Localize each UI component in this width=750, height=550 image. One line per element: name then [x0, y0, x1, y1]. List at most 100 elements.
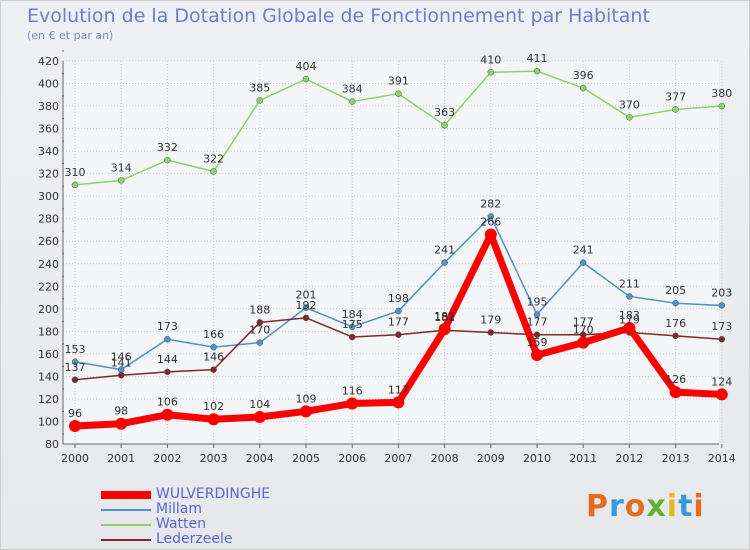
- data-point-watten: [71, 181, 79, 189]
- data-label-watten: 380: [711, 87, 732, 100]
- x-tick-label: 2008: [431, 452, 459, 465]
- logo-letter: o: [624, 489, 647, 524]
- data-point-millam: [626, 293, 633, 300]
- x-tick-label: 2001: [107, 452, 135, 465]
- x-tick-label: 2013: [662, 452, 690, 465]
- proxiti-logo: Proxiti: [586, 489, 705, 524]
- data-point-millam: [441, 259, 448, 266]
- data-point-lederzeele: [348, 333, 356, 341]
- data-point-millam: [672, 299, 679, 307]
- x-tick-label: 2000: [61, 452, 89, 465]
- data-label-watten: 314: [111, 161, 132, 174]
- data-point-wulverdinghe: [623, 321, 636, 334]
- y-tick-label: 200: [38, 303, 59, 316]
- data-point-wulverdinghe: [346, 397, 359, 410]
- legend-swatch: [101, 509, 151, 511]
- data-label-wulverdinghe: 117: [388, 383, 409, 396]
- data-label-wulverdinghe: 183: [619, 309, 640, 322]
- x-tick-label: 2010: [523, 452, 551, 465]
- data-label-watten: 310: [65, 166, 86, 179]
- x-tick-label: 2012: [615, 452, 643, 465]
- data-label-millam: 241: [573, 244, 594, 257]
- y-tick-label: 140: [38, 370, 59, 383]
- data-point-watten: [533, 67, 541, 75]
- y-tick-label: 260: [38, 235, 59, 248]
- data-point-millam: [395, 307, 402, 315]
- logo-letter: x: [646, 489, 667, 524]
- data-point-lederzeele: [718, 335, 726, 343]
- data-label-watten: 322: [203, 152, 224, 165]
- data-point-watten: [210, 168, 217, 175]
- y-tick-label: 380: [38, 100, 59, 113]
- data-label-lederzeele: 137: [65, 361, 86, 374]
- data-label-lederzeele: 146: [203, 351, 224, 364]
- data-point-lederzeele: [672, 332, 679, 340]
- data-label-lederzeele: 179: [480, 313, 501, 326]
- x-tick-label: 2003: [200, 452, 228, 465]
- x-tick-label: 2014: [708, 452, 736, 465]
- y-tick-label: 280: [38, 213, 59, 226]
- legend-swatch: [101, 539, 151, 541]
- legend-label: Millam: [156, 501, 202, 517]
- logo-letter: t: [678, 489, 694, 524]
- data-point-millam: [718, 302, 726, 309]
- y-tick-label: 300: [38, 190, 59, 203]
- data-label-watten: 404: [296, 60, 317, 73]
- data-point-lederzeele: [256, 319, 264, 326]
- data-label-watten: 410: [480, 53, 501, 66]
- data-label-wulverdinghe: 98: [114, 405, 128, 418]
- data-point-watten: [579, 84, 587, 92]
- data-point-watten: [626, 114, 633, 121]
- plot-area: [63, 61, 719, 444]
- data-label-watten: 363: [434, 106, 455, 119]
- logo-letter: P: [586, 489, 609, 524]
- data-label-wulverdinghe: 106: [157, 396, 178, 409]
- y-tick-label: 160: [38, 348, 59, 361]
- data-label-lederzeele: 181: [434, 311, 455, 324]
- data-label-wulverdinghe: 170: [573, 324, 594, 337]
- data-label-wulverdinghe: 266: [480, 215, 501, 228]
- data-point-watten: [348, 98, 356, 105]
- chart-subtitle: (en € et par an): [27, 29, 114, 42]
- y-tick-label: 80: [45, 438, 59, 451]
- data-label-watten: 411: [527, 52, 548, 65]
- data-point-lederzeele: [395, 331, 402, 338]
- data-point-lederzeele: [302, 314, 310, 322]
- data-point-watten: [256, 97, 264, 104]
- data-label-wulverdinghe: 116: [342, 384, 363, 397]
- data-label-wulverdinghe: 96: [68, 407, 82, 420]
- x-tick-label: 2004: [246, 452, 274, 465]
- data-label-millam: 153: [65, 343, 86, 356]
- data-label-millam: 184: [342, 308, 363, 321]
- data-label-watten: 396: [573, 69, 594, 82]
- data-point-wulverdinghe: [69, 419, 81, 432]
- data-point-millam: [164, 335, 171, 343]
- x-tick-label: 2005: [292, 452, 320, 465]
- data-label-millam: 173: [157, 320, 178, 333]
- y-tick-label: 240: [38, 258, 59, 271]
- data-point-lederzeele: [533, 331, 541, 338]
- data-label-millam: 241: [434, 244, 455, 257]
- data-point-millam: [256, 339, 264, 346]
- data-point-lederzeele: [487, 329, 495, 336]
- legend-label: Lederzeele: [156, 531, 233, 547]
- data-label-wulverdinghe: 182: [434, 310, 455, 323]
- data-label-lederzeele: 141: [111, 356, 132, 369]
- x-tick-label: 2002: [153, 452, 181, 465]
- data-label-watten: 377: [665, 90, 686, 103]
- legend-label: WULVERDINGHE: [156, 486, 271, 502]
- data-label-millam: 170: [249, 324, 270, 337]
- data-point-wulverdinghe: [531, 349, 543, 362]
- data-point-wulverdinghe: [207, 413, 220, 426]
- data-label-millam: 146: [111, 351, 132, 364]
- data-point-wulverdinghe: [115, 417, 128, 430]
- logo-letter: r: [609, 489, 625, 524]
- y-tick-label: 180: [38, 325, 59, 338]
- x-tick-label: 2009: [477, 452, 505, 465]
- data-point-watten: [117, 177, 125, 184]
- data-point-lederzeele: [117, 372, 125, 379]
- data-point-wulverdinghe: [438, 323, 451, 336]
- data-label-watten: 384: [342, 83, 363, 96]
